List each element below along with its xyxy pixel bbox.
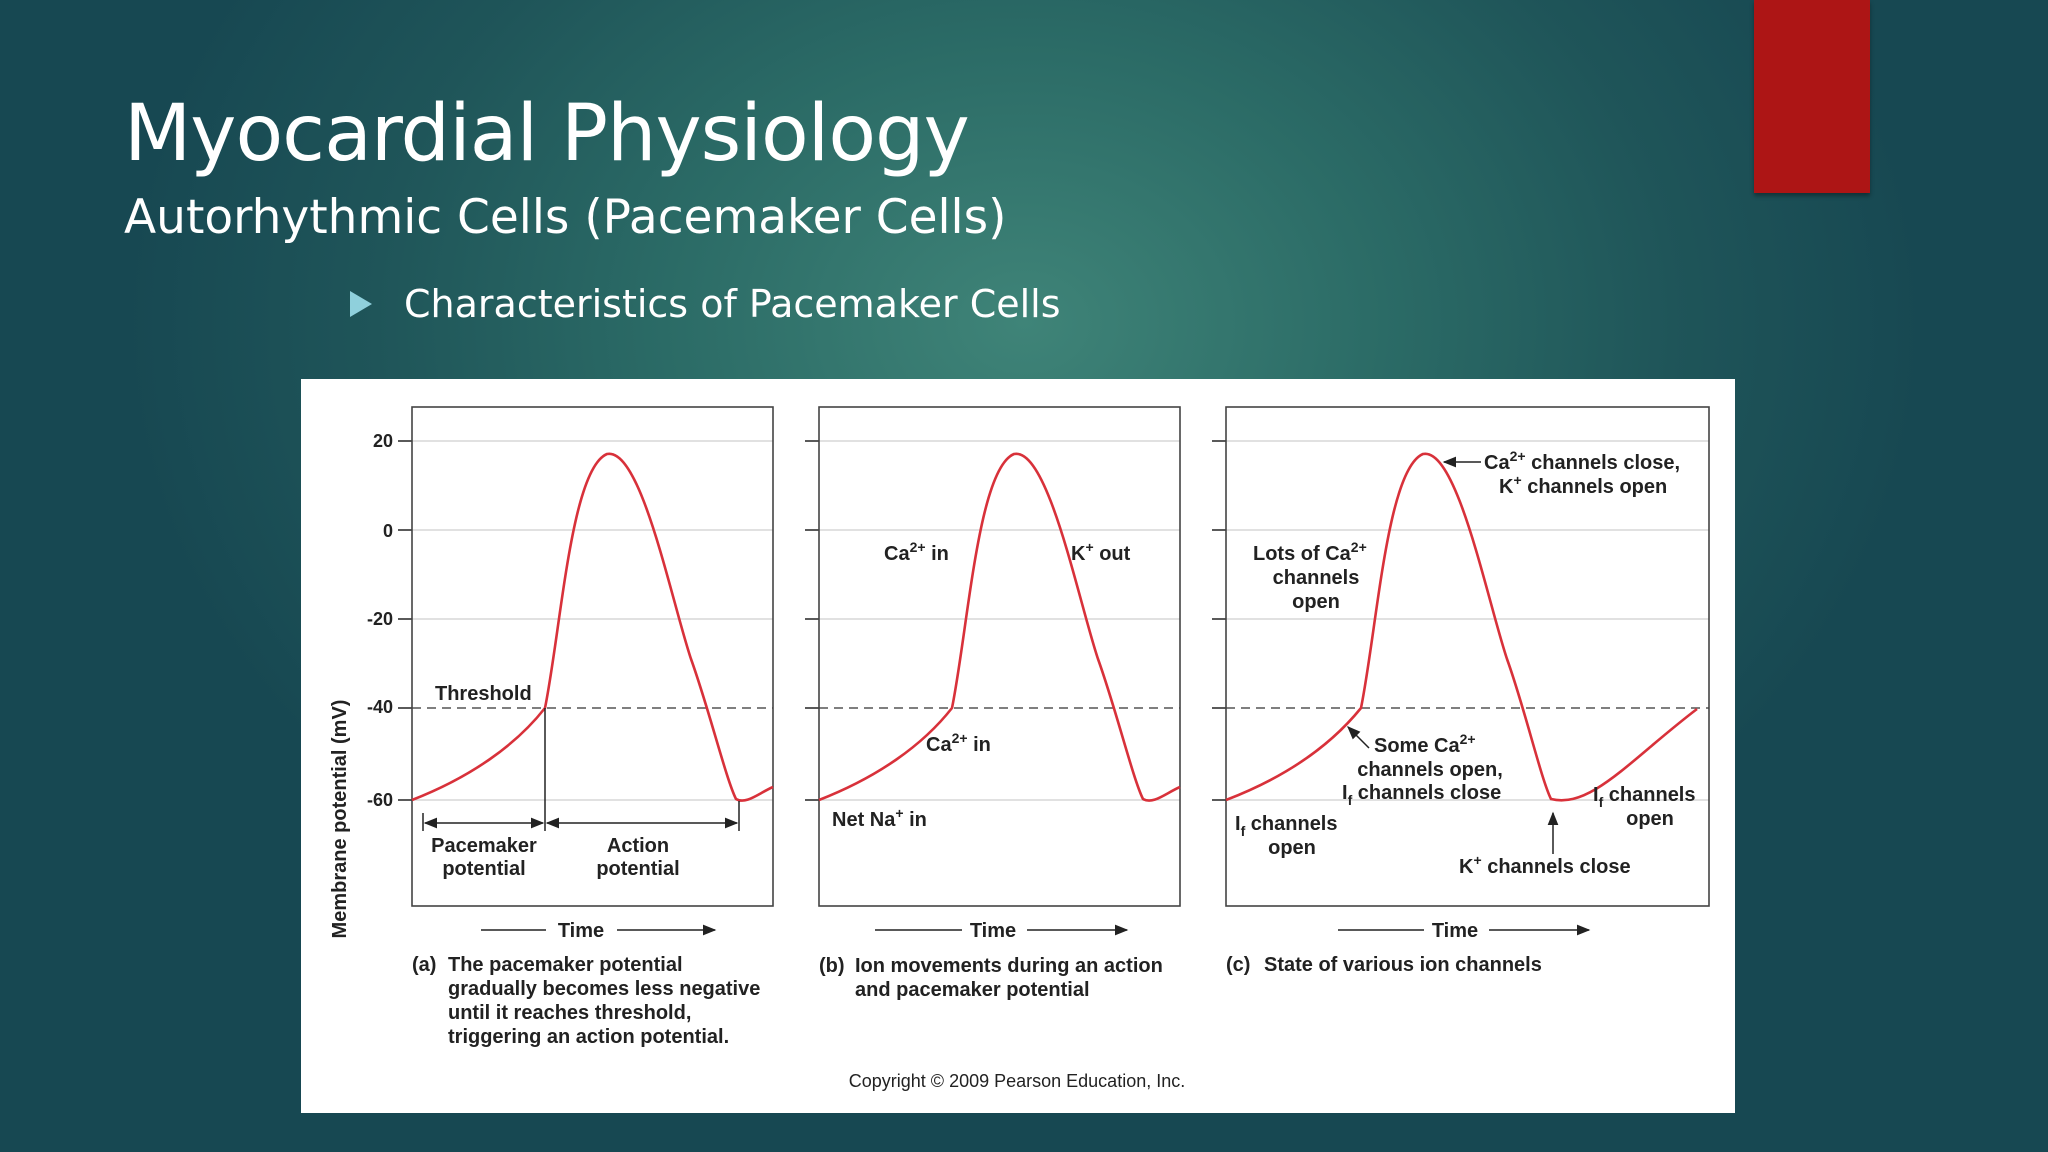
k-channels-open-label: K+ channels open bbox=[1499, 472, 1667, 498]
ca-in-label: Ca2+ in bbox=[926, 730, 991, 756]
caption-line: and pacemaker potential bbox=[855, 979, 1090, 1001]
net-na-in-label: Net Na+ in bbox=[832, 805, 927, 831]
caption-letter: (a) bbox=[412, 954, 436, 976]
accent-bar bbox=[1754, 0, 1870, 193]
pacemaker-potential-label: Pacemaker bbox=[431, 835, 537, 857]
bullet-item: Characteristics of Pacemaker Cells bbox=[350, 276, 1061, 332]
panel-a: Threshold Pacemaker potential Action pot… bbox=[398, 406, 774, 1048]
x-axis-label: Time bbox=[558, 920, 604, 942]
action-potential-label: Action bbox=[607, 835, 669, 857]
caption-line: triggering an action potential. bbox=[448, 1026, 729, 1048]
caption-line: State of various ion channels bbox=[1264, 954, 1542, 976]
lots-of-ca-channels-label: Lots of Ca2+ bbox=[1253, 539, 1367, 565]
y-axis-label: Membrane potential (mV) bbox=[329, 700, 351, 939]
some-ca-channels-label: channels open, bbox=[1357, 759, 1503, 781]
threshold-label: Threshold bbox=[435, 683, 532, 705]
slide-subtitle: Autorhythmic Cells (Pacemaker Cells) bbox=[124, 190, 1007, 245]
caption-letter: (b) bbox=[819, 955, 845, 977]
caption-line: Ion movements during an action bbox=[855, 955, 1163, 977]
if-channels-open-label: open bbox=[1626, 808, 1674, 830]
y-tick-label: -40 bbox=[367, 697, 393, 717]
pacemaker-potential-figure: Membrane potential (mV) 20 0 -20 -40 -60… bbox=[301, 379, 1735, 1113]
if-channels-open-label: If channels bbox=[1235, 813, 1338, 839]
if-channels-open-label: If channels bbox=[1593, 784, 1696, 810]
lots-of-ca-channels-label: open bbox=[1292, 591, 1340, 613]
caption-line: The pacemaker potential bbox=[448, 954, 683, 976]
triangle-right-icon bbox=[350, 291, 372, 317]
caption-line: until it reaches threshold, bbox=[448, 1002, 691, 1024]
if-channels-open-label: open bbox=[1268, 837, 1316, 859]
copyright-notice: Copyright © 2009 Pearson Education, Inc. bbox=[849, 1071, 1185, 1091]
y-tick-label: -20 bbox=[367, 609, 393, 629]
membrane-potential-curve bbox=[818, 452, 1181, 802]
y-tick-label: 20 bbox=[373, 431, 393, 451]
x-axis-label: Time bbox=[970, 920, 1016, 942]
ca-in-label: Ca2+ in bbox=[884, 539, 949, 565]
some-ca-channels-label: Some Ca2+ bbox=[1374, 731, 1476, 757]
if-channels-close-label: If channels close bbox=[1342, 782, 1501, 808]
lots-of-ca-channels-label: channels bbox=[1273, 567, 1360, 589]
bullet-text: Characteristics of Pacemaker Cells bbox=[404, 282, 1061, 326]
panel-c: Ca2+ channels close, K+ channels open Lo… bbox=[1212, 406, 1710, 976]
action-potential-label: potential bbox=[596, 858, 679, 880]
slide-title: Myocardial Physiology bbox=[124, 89, 970, 179]
membrane-potential-curve bbox=[1225, 452, 1698, 802]
panel-b: Ca2+ in K+ out Ca2+ in Net Na+ in Time (… bbox=[805, 406, 1181, 1001]
y-tick-label: -60 bbox=[367, 790, 393, 810]
k-out-label: K+ out bbox=[1071, 539, 1131, 565]
y-tick-label: 0 bbox=[383, 521, 393, 541]
k-channels-close-label: K+ channels close bbox=[1459, 852, 1631, 878]
pacemaker-potential-label: potential bbox=[442, 858, 525, 880]
figure-svg: Membrane potential (mV) 20 0 -20 -40 -60… bbox=[329, 406, 1710, 1091]
membrane-potential-curve bbox=[411, 452, 774, 802]
caption-letter: (c) bbox=[1226, 954, 1250, 976]
caption-line: gradually becomes less negative bbox=[448, 978, 760, 1000]
ca-channels-close-label: Ca2+ channels close, bbox=[1484, 448, 1680, 474]
x-axis-label: Time bbox=[1432, 920, 1478, 942]
